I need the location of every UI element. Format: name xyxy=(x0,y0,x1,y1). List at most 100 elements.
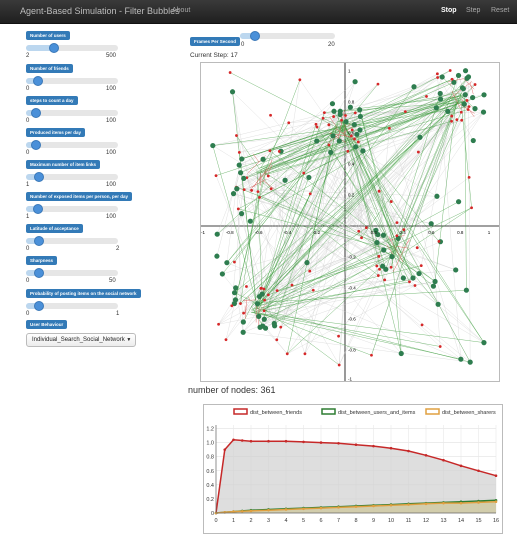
user-node[interactable] xyxy=(219,271,225,277)
item-node[interactable] xyxy=(350,128,354,132)
user-node[interactable] xyxy=(224,260,230,266)
item-node[interactable] xyxy=(327,143,331,147)
user-node[interactable] xyxy=(260,156,266,162)
item-node[interactable] xyxy=(322,111,326,115)
about-link[interactable]: About xyxy=(172,7,191,14)
item-node[interactable] xyxy=(311,288,315,292)
item-node[interactable] xyxy=(262,287,266,291)
user-node[interactable] xyxy=(462,92,468,98)
item-node[interactable] xyxy=(425,95,428,98)
parameter-slider[interactable] xyxy=(26,43,118,53)
user-node[interactable] xyxy=(328,149,334,156)
user-node[interactable] xyxy=(481,92,487,98)
data-point[interactable] xyxy=(284,508,288,511)
data-point[interactable] xyxy=(494,500,498,504)
data-point[interactable] xyxy=(354,505,358,508)
user-node[interactable] xyxy=(428,221,434,227)
user-node[interactable] xyxy=(437,96,444,102)
item-node[interactable] xyxy=(214,174,218,178)
reset-button[interactable]: Reset xyxy=(491,7,510,14)
item-node[interactable] xyxy=(436,76,439,79)
user-node[interactable] xyxy=(272,323,278,329)
slider-handle[interactable] xyxy=(33,204,43,214)
user-node[interactable] xyxy=(455,199,462,205)
user-node[interactable] xyxy=(432,278,438,285)
user-node[interactable] xyxy=(236,162,242,168)
item-node[interactable] xyxy=(356,140,360,144)
item-node[interactable] xyxy=(250,189,254,192)
item-node[interactable] xyxy=(376,274,380,277)
item-node[interactable] xyxy=(450,114,454,118)
item-node[interactable] xyxy=(395,221,399,225)
user-node[interactable] xyxy=(437,90,443,97)
data-point[interactable] xyxy=(223,448,227,451)
data-point[interactable] xyxy=(337,506,340,509)
item-node[interactable] xyxy=(353,111,357,115)
item-node[interactable] xyxy=(402,228,406,232)
item-node[interactable] xyxy=(259,286,263,290)
slider-handle[interactable] xyxy=(34,236,44,246)
item-node[interactable] xyxy=(262,309,266,313)
user-node[interactable] xyxy=(461,101,467,107)
item-node[interactable] xyxy=(376,82,380,86)
item-node[interactable] xyxy=(408,280,411,284)
item-node[interactable] xyxy=(437,240,441,243)
user-node[interactable] xyxy=(481,340,487,346)
user-node[interactable] xyxy=(282,177,288,183)
item-node[interactable] xyxy=(459,110,463,114)
data-point[interactable] xyxy=(319,506,323,510)
user-node[interactable] xyxy=(234,186,240,192)
user-node[interactable] xyxy=(374,239,380,246)
user-node[interactable] xyxy=(434,193,440,199)
item-node[interactable] xyxy=(235,134,238,137)
item-node[interactable] xyxy=(344,114,347,117)
item-node[interactable] xyxy=(277,149,281,153)
item-node[interactable] xyxy=(217,322,220,326)
user-node[interactable] xyxy=(398,350,404,357)
user-node[interactable] xyxy=(231,290,238,296)
user-node[interactable] xyxy=(357,127,363,133)
slider-handle[interactable] xyxy=(34,172,44,182)
data-point[interactable] xyxy=(459,501,463,505)
data-point[interactable] xyxy=(302,440,305,444)
data-point[interactable] xyxy=(459,464,463,468)
user-node[interactable] xyxy=(231,300,238,307)
item-node[interactable] xyxy=(460,118,464,122)
data-point[interactable] xyxy=(424,502,428,506)
user-node[interactable] xyxy=(257,324,263,330)
data-point[interactable] xyxy=(389,446,393,450)
user-node[interactable] xyxy=(233,285,239,291)
item-node[interactable] xyxy=(364,226,368,230)
user-node[interactable] xyxy=(336,138,342,144)
user-node[interactable] xyxy=(410,275,416,281)
user-node[interactable] xyxy=(214,253,220,259)
user-node[interactable] xyxy=(375,231,381,238)
parameter-slider[interactable] xyxy=(26,268,118,278)
item-node[interactable] xyxy=(242,188,246,192)
item-node[interactable] xyxy=(416,150,420,154)
parameter-slider[interactable] xyxy=(26,76,118,86)
item-node[interactable] xyxy=(467,105,471,109)
item-node[interactable] xyxy=(353,137,356,141)
user-node[interactable] xyxy=(472,106,478,112)
user-node[interactable] xyxy=(430,283,437,289)
user-node[interactable] xyxy=(463,287,469,293)
item-node[interactable] xyxy=(258,195,261,199)
item-node[interactable] xyxy=(287,121,291,125)
user-node[interactable] xyxy=(214,231,220,237)
item-node[interactable] xyxy=(389,265,393,269)
item-node[interactable] xyxy=(377,189,381,193)
user-node[interactable] xyxy=(351,122,357,128)
user-node[interactable] xyxy=(480,109,487,115)
item-node[interactable] xyxy=(413,284,417,287)
parameter-slider[interactable] xyxy=(26,236,118,246)
data-point[interactable] xyxy=(477,501,480,504)
user-node[interactable] xyxy=(360,148,366,154)
item-node[interactable] xyxy=(290,283,294,287)
user-node[interactable] xyxy=(464,75,470,81)
data-point[interactable] xyxy=(319,441,323,444)
item-node[interactable] xyxy=(256,190,260,194)
user-node[interactable] xyxy=(357,107,363,113)
item-node[interactable] xyxy=(245,285,248,288)
data-point[interactable] xyxy=(424,453,428,457)
